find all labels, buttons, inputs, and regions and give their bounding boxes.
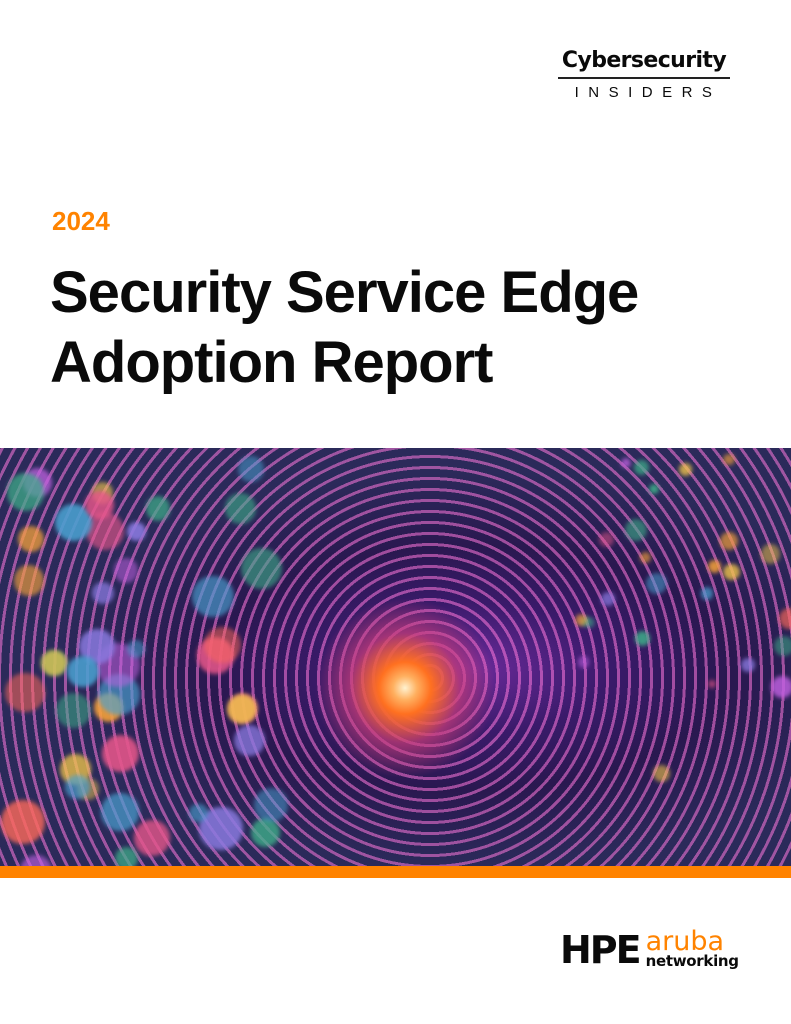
bokeh-light [598,531,615,548]
bokeh-light [101,793,139,831]
bokeh-light [237,456,264,483]
logo-divider [558,77,730,79]
report-title: Security Service Edge Adoption Report [50,258,639,398]
bokeh-light [577,656,589,668]
bokeh-light [707,560,721,574]
bokeh-light [13,564,45,596]
networking-wordmark: networking [645,952,739,970]
bokeh-light [134,820,170,856]
bokeh-light [773,636,791,657]
bokeh-light [648,484,659,495]
bokeh-light [233,724,265,756]
bokeh-light [621,458,632,469]
bokeh-light [0,799,45,844]
bokeh-light [85,512,124,551]
bokeh-light [91,582,114,605]
bokeh-light [65,774,90,800]
bokeh-light [40,649,67,676]
bokeh-light [740,657,755,673]
bokeh-light [7,473,45,511]
bokeh-light [254,788,289,823]
bokeh-light [189,803,209,823]
bokeh-light [633,460,649,476]
bokeh-light [226,693,257,724]
bokeh-light [624,519,647,542]
bokeh-light [700,587,714,601]
bokeh-light [126,521,146,541]
aruba-wordmark: aruba [645,926,725,957]
report-year: 2024 [52,206,110,236]
bokeh-light [652,765,670,783]
bokeh-light [192,575,234,618]
bokeh-light [584,617,596,629]
bokeh-light [678,462,693,477]
bokeh-light [19,854,53,866]
bokeh-light [17,525,44,552]
hpe-wordmark: HPE [560,927,642,972]
bokeh-light [102,734,140,772]
bokeh-light [601,591,616,606]
bokeh-light [204,627,241,664]
bokeh-light [639,551,651,564]
cybersecurity-insiders-logo: Cybersecurity INSIDERS [556,48,732,101]
bokeh-light [145,496,171,521]
logo-top-text: Cybersecurity [561,48,727,73]
bokeh-light [723,453,735,466]
bokeh-light [225,492,256,524]
cover-image-light-tunnel [0,448,791,866]
bokeh-light [645,572,667,595]
bokeh-light [126,639,145,658]
title-line-1: Security Service Edge [50,260,639,325]
accent-bar [0,866,791,878]
bokeh-light [240,547,282,589]
bokeh-light [114,558,139,583]
bokeh-light [707,679,717,689]
bokeh-light [778,607,791,630]
bokeh-light [66,655,99,688]
bokeh-light [723,563,740,580]
bokeh-light [56,693,92,729]
bokeh-light [115,847,139,866]
bokeh-light [251,818,281,848]
logo-bottom-text: INSIDERS [574,84,722,101]
bokeh-light [635,631,650,647]
bokeh-light [771,675,791,698]
bokeh-light [720,532,739,551]
bokeh-light [575,614,588,627]
title-line-2: Adoption Report [50,330,493,395]
hpe-aruba-networking-logo: HPE aruba networking [560,926,739,972]
bokeh-light [760,544,781,564]
bokeh-light [5,672,46,713]
bokeh-light [85,490,115,520]
